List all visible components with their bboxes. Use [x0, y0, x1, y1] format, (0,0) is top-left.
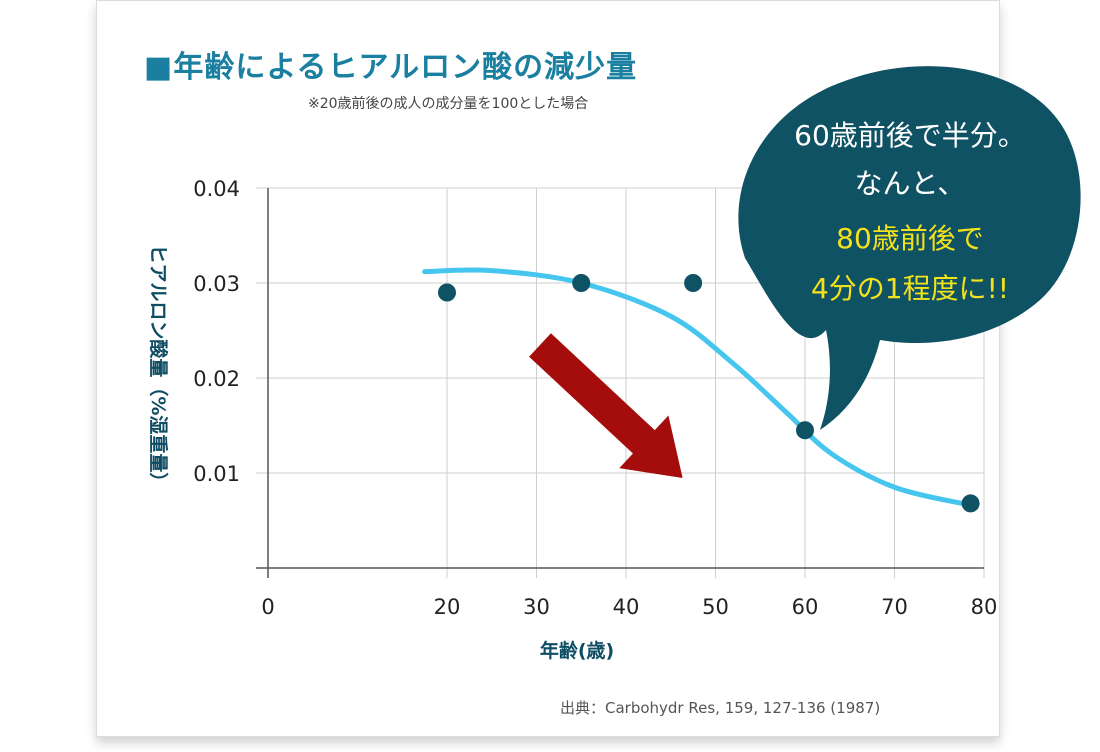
- y-tick-label: 0.03: [193, 272, 240, 296]
- data-point: [684, 274, 703, 292]
- callout-line-2: なんと、: [855, 167, 966, 200]
- chart-subtitle: ※20歳前後の成人の成分量を100とした場合: [308, 96, 589, 112]
- y-tick-label: 0.01: [193, 462, 240, 486]
- x-tick-label: 50: [702, 595, 729, 619]
- x-tick-labels: 0 20 30 40 50 60 70 80: [261, 595, 997, 619]
- x-axis-label: 年齢(歳): [540, 639, 614, 662]
- down-arrow: [529, 333, 683, 478]
- data-point: [796, 421, 814, 440]
- x-tick-label: 30: [523, 595, 550, 619]
- x-tick-label: 60: [792, 595, 819, 619]
- data-point: [961, 494, 980, 513]
- callout-line-3: 80歳前後で: [836, 222, 984, 255]
- data-points: [438, 274, 980, 513]
- source-citation: 出典：Carbohydr Res, 159, 127-136 (1987): [560, 699, 881, 717]
- data-point: [572, 274, 591, 292]
- y-axis-label: ヒアルロン酸量（%湿重量）: [147, 245, 170, 492]
- x-tick-label: 80: [971, 595, 998, 619]
- y-tick-labels: 0.04 0.03 0.02 0.01: [193, 177, 240, 486]
- chart-title: ■年齢によるヒアルロン酸の減少量: [144, 50, 638, 85]
- data-point: [438, 283, 456, 302]
- x-tick-label: 0: [261, 595, 274, 619]
- trend-curve: [422, 267, 969, 507]
- y-tick-label: 0.02: [193, 367, 240, 391]
- callout-line-4: 4分の1程度に!!: [811, 272, 1009, 305]
- callout-line-1: 60歳前後で半分。: [794, 119, 1026, 152]
- y-tick-label: 0.04: [193, 177, 240, 201]
- x-tick-label: 70: [881, 595, 908, 619]
- callout-bubble: 60歳前後で半分。 なんと、 80歳前後で 4分の1程度に!!: [738, 66, 1081, 431]
- x-tick-label: 40: [613, 595, 640, 619]
- axes: [256, 188, 984, 578]
- x-tick-label: 20: [434, 595, 461, 619]
